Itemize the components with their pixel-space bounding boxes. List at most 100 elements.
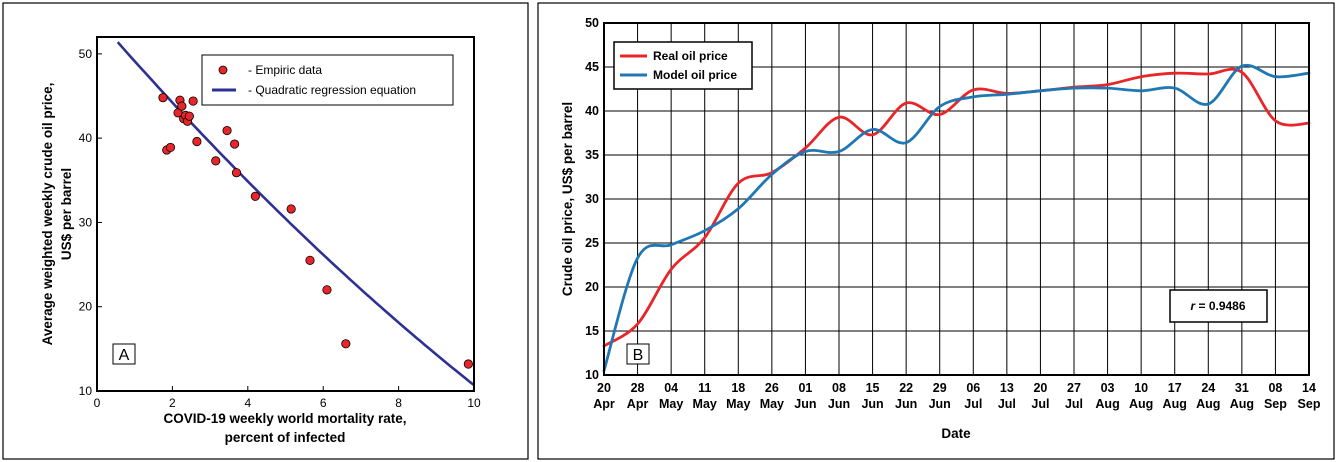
x-tick-label-day: 15 — [866, 381, 880, 395]
x-tick-label-day: 03 — [1101, 381, 1115, 395]
x-tick-label-day: 29 — [933, 381, 947, 395]
data-point — [188, 96, 198, 106]
x-tick-label-month: Aug — [1230, 397, 1254, 411]
x-tick-label-day: 17 — [1168, 381, 1182, 395]
panel-b-xlabel: Date — [941, 426, 971, 441]
correlation-symbol: r — [1190, 299, 1196, 313]
x-tick-label-month: Jun — [828, 397, 850, 411]
y-tick-label-a: 50 — [79, 47, 93, 61]
x-tick-label-month: May — [659, 397, 683, 411]
regression-curve — [116, 41, 475, 387]
y-tick-label-b: 20 — [585, 280, 599, 294]
legend-label-regression: - Quadratic regression equation — [248, 83, 416, 97]
x-tick-label-month: May — [726, 397, 750, 411]
x-tick-label-month: Jun — [929, 397, 951, 411]
x-tick-label-day: 27 — [1067, 381, 1081, 395]
panel-b-letter: B — [633, 347, 644, 364]
legend-label-model: Model oil price — [653, 68, 737, 82]
data-point — [341, 339, 351, 349]
x-tick-label-month: May — [760, 397, 784, 411]
data-point — [305, 255, 315, 265]
panel-b-legend: Real oil price Model oil price — [613, 41, 753, 90]
x-tick-label-month: Sep — [1298, 397, 1321, 411]
x-tick-label-day: 10 — [1134, 381, 1148, 395]
data-point — [230, 139, 240, 149]
legend-label-real: Real oil price — [653, 49, 728, 63]
panel-b: 10 15 20 25 30 35 40 45 50 20 Apr 28 Apr 04 May 11 May 18… — [537, 2, 1335, 460]
x-tick-label-month: Aug — [1196, 397, 1220, 411]
y-tick-label-a: 30 — [79, 215, 93, 229]
x-tick-label-day: 04 — [664, 381, 678, 395]
panel-a-letter-box — [112, 343, 136, 365]
x-tick-label-day: 28 — [631, 381, 645, 395]
data-point — [158, 93, 168, 103]
panel-a-legend: - Empiric data - Quadratic regression eq… — [201, 54, 454, 106]
x-tick-label-month: Jul — [964, 397, 982, 411]
data-point — [322, 285, 332, 295]
panel-b-letter-box — [626, 343, 650, 365]
data-point — [250, 191, 260, 201]
x-tick-label-month: Jun — [861, 397, 883, 411]
x-tick-label-day: 06 — [966, 381, 980, 395]
panel-b-legend-box — [613, 41, 753, 90]
x-tick-label-day: 26 — [765, 381, 779, 395]
x-tick-label-day: 31 — [1235, 381, 1249, 395]
data-point — [165, 142, 176, 153]
data-point — [463, 359, 473, 369]
x-tick-label-day: 08 — [832, 381, 846, 395]
x-tick-label-a: 6 — [320, 396, 327, 410]
y-tick-label-b: 35 — [585, 148, 599, 162]
panel-b-frame — [537, 2, 1335, 460]
x-tick-label-day: 20 — [597, 381, 611, 395]
y-tick-label-b: 45 — [585, 60, 599, 74]
data-point — [177, 101, 187, 111]
data-point — [184, 111, 194, 121]
x-tick-label-day: 11 — [698, 381, 711, 395]
data-point — [211, 156, 221, 166]
data-point — [192, 136, 202, 147]
panel-a-ylabel-line1: Average weighted weekly crude oil price, — [40, 83, 55, 346]
data-point — [286, 204, 296, 214]
panel-a-ticks: 0 2 4 6 8 10 10 20 30 40 50 — [79, 47, 481, 410]
y-tick-label-b: 10 — [585, 368, 599, 382]
panel-b-plot-area — [603, 22, 1310, 376]
x-tick-label-month: Jul — [1031, 397, 1049, 411]
x-tick-label-day: 13 — [1000, 381, 1014, 395]
x-tick-label-a: 8 — [395, 396, 402, 410]
x-tick-label-day: 20 — [1033, 381, 1047, 395]
x-tick-label-a: 2 — [169, 396, 176, 410]
correlation-annotation: r = 0.9486 — [1190, 299, 1245, 313]
panel-a-xlabel-line1: COVID-19 weekly world mortality rate, — [163, 411, 406, 426]
x-tick-label-day: 22 — [899, 381, 913, 395]
x-tick-label-month: Apr — [593, 397, 615, 411]
x-tick-label-a: 4 — [244, 396, 251, 410]
x-tick-label-month: Jun — [794, 397, 816, 411]
y-tick-label-b: 50 — [585, 16, 599, 30]
panel-b-marks — [602, 63, 1311, 372]
y-tick-label-b: 15 — [585, 324, 599, 338]
x-tick-label-month: Apr — [627, 397, 649, 411]
panel-a-ylabel-line2: US$ per barrel — [59, 168, 74, 260]
x-tick-label-day: 01 — [798, 381, 812, 395]
real-oil-price-line — [602, 67, 1311, 348]
y-tick-label-a: 20 — [79, 300, 93, 314]
x-tick-label-month: Aug — [1163, 397, 1187, 411]
x-tick-label-month: Jun — [895, 397, 917, 411]
data-point — [222, 125, 232, 136]
panel-b-ylabel: Crude oil price, US$ per barrel — [560, 102, 575, 296]
x-tick-label-day: 24 — [1201, 381, 1215, 395]
x-tick-label-a: 0 — [94, 396, 101, 410]
correlation-box — [1169, 289, 1268, 323]
y-tick-label-a: 10 — [79, 384, 93, 398]
x-tick-label-month: May — [693, 397, 717, 411]
x-tick-label-month: Jul — [1065, 397, 1083, 411]
x-tick-label-month: Jul — [998, 397, 1016, 411]
y-tick-label-a: 40 — [79, 131, 93, 145]
panel-b-ticks: 10 15 20 25 30 35 40 45 50 20 Apr 28 Apr 04 May 11 May 18… — [585, 16, 1321, 411]
correlation-value: = 0.9486 — [1195, 299, 1246, 313]
x-tick-label-month: Aug — [1129, 397, 1153, 411]
x-tick-label-month: Aug — [1095, 397, 1119, 411]
y-tick-label-b: 25 — [585, 236, 599, 250]
model-oil-price-line — [602, 63, 1311, 372]
